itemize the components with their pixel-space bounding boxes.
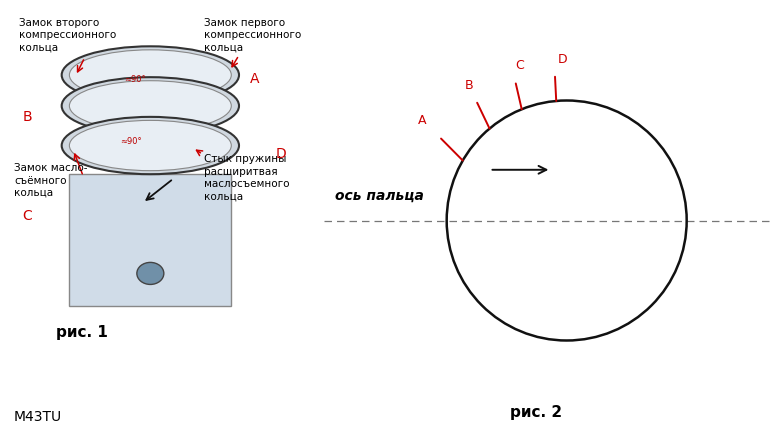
Text: Замок второго
компрессионного
кольца: Замок второго компрессионного кольца [19, 18, 116, 52]
Bar [69, 174, 231, 306]
Ellipse shape [137, 262, 163, 284]
Text: B: B [465, 78, 473, 92]
Text: Замок масло-
съёмного
кольца: Замок масло- съёмного кольца [14, 163, 87, 198]
Text: A: A [250, 72, 259, 86]
Text: ≈90°: ≈90° [120, 137, 142, 146]
Text: D: D [558, 52, 567, 66]
Text: рис. 1: рис. 1 [56, 325, 107, 340]
Ellipse shape [69, 120, 231, 171]
Text: ось пальца: ось пальца [335, 189, 424, 203]
Ellipse shape [62, 46, 239, 104]
Text: Стык пружины
расширитвая
маслосъемного
кольца: Стык пружины расширитвая маслосъемного к… [204, 154, 290, 202]
Text: D: D [276, 147, 287, 161]
Text: M43TU: M43TU [14, 410, 62, 424]
Text: C: C [515, 60, 524, 72]
Ellipse shape [69, 81, 231, 131]
Text: B: B [22, 110, 32, 124]
Ellipse shape [62, 117, 239, 174]
Text: A: A [418, 114, 426, 127]
Text: Замок первого
компрессионного
кольца: Замок первого компрессионного кольца [204, 18, 301, 52]
Ellipse shape [62, 77, 239, 135]
Ellipse shape [69, 50, 231, 100]
Text: рис. 2: рис. 2 [510, 405, 562, 420]
Text: C: C [22, 209, 32, 223]
Text: ≈90°: ≈90° [124, 75, 146, 84]
